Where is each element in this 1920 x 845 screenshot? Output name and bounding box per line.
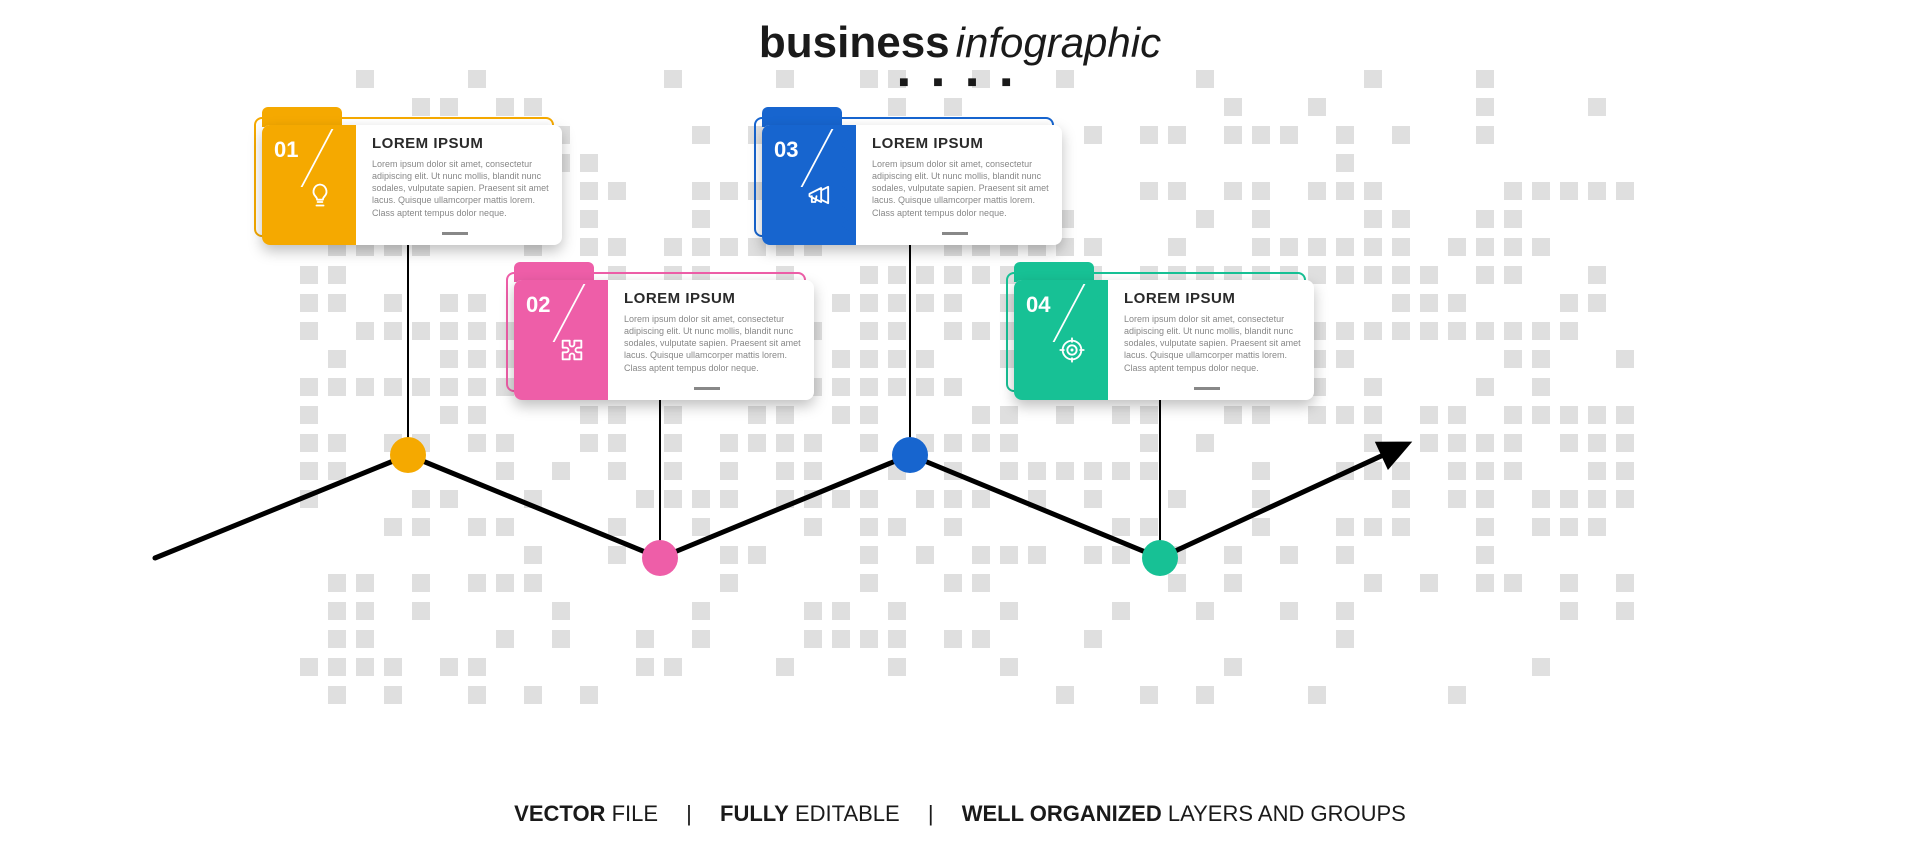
card-title: LOREM IPSUM bbox=[624, 290, 802, 307]
connector-c2 bbox=[659, 400, 661, 558]
card-panel: 03 LOREM IPSUM Lorem ipsum dolor sit ame… bbox=[762, 125, 1062, 245]
step-card-02: 02 LOREM IPSUM Lorem ipsum dolor sit ame… bbox=[514, 280, 814, 400]
puzzle-icon bbox=[558, 336, 588, 366]
card-body: Lorem ipsum dolor sit amet, consectetur … bbox=[872, 158, 1050, 219]
trend-node-n1 bbox=[390, 437, 426, 473]
card-panel: 02 LOREM IPSUM Lorem ipsum dolor sit ame… bbox=[514, 280, 814, 400]
target-icon bbox=[1058, 336, 1088, 366]
card-text: LOREM IPSUM Lorem ipsum dolor sit amet, … bbox=[1124, 290, 1302, 374]
step-card-03: 03 LOREM IPSUM Lorem ipsum dolor sit ame… bbox=[762, 125, 1062, 245]
num-slash bbox=[1054, 284, 1084, 342]
card-title: LOREM IPSUM bbox=[372, 135, 550, 152]
footer-text: VECTOR FILE | FULLY EDITABLE | WELL ORGA… bbox=[0, 801, 1920, 827]
card-title: LOREM IPSUM bbox=[872, 135, 1050, 152]
badge-zigzag bbox=[340, 125, 372, 245]
step-card-04: 04 LOREM IPSUM Lorem ipsum dolor sit ame… bbox=[1014, 280, 1314, 400]
card-panel: 04 LOREM IPSUM Lorem ipsum dolor sit ame… bbox=[1014, 280, 1314, 400]
trend-node-n4 bbox=[1142, 540, 1178, 576]
badge-zigzag bbox=[1092, 280, 1124, 400]
step-number: 04 bbox=[1026, 292, 1050, 318]
num-slash bbox=[802, 129, 832, 187]
card-title: LOREM IPSUM bbox=[1124, 290, 1302, 307]
lightbulb-icon bbox=[306, 181, 336, 211]
card-tab bbox=[762, 107, 842, 127]
trend-node-n2 bbox=[642, 540, 678, 576]
connector-c4 bbox=[1159, 400, 1161, 558]
card-tab bbox=[262, 107, 342, 127]
connector-c3 bbox=[909, 245, 911, 455]
step-number: 03 bbox=[774, 137, 798, 163]
card-tab bbox=[514, 262, 594, 282]
badge-zigzag bbox=[840, 125, 872, 245]
step-card-01: 01 LOREM IPSUM Lorem ipsum dolor sit ame… bbox=[262, 125, 562, 245]
footer-sep-1: | bbox=[686, 801, 692, 826]
footer-part-3-bold: WELL ORGANIZED bbox=[962, 801, 1162, 826]
card-underline bbox=[942, 232, 968, 235]
trend-node-n3 bbox=[892, 437, 928, 473]
card-panel: 01 LOREM IPSUM Lorem ipsum dolor sit ame… bbox=[262, 125, 562, 245]
step-number: 01 bbox=[274, 137, 298, 163]
card-underline bbox=[1194, 387, 1220, 390]
megaphone-icon bbox=[806, 181, 836, 211]
card-underline bbox=[442, 232, 468, 235]
num-slash bbox=[302, 129, 332, 187]
card-tab bbox=[1014, 262, 1094, 282]
step-number: 02 bbox=[526, 292, 550, 318]
footer-part-2: EDITABLE bbox=[789, 801, 900, 826]
footer-part-2-bold: FULLY bbox=[720, 801, 789, 826]
badge-zigzag bbox=[592, 280, 624, 400]
footer-part-1-bold: VECTOR bbox=[514, 801, 605, 826]
connector-c1 bbox=[407, 245, 409, 455]
card-body: Lorem ipsum dolor sit amet, consectetur … bbox=[372, 158, 550, 219]
card-text: LOREM IPSUM Lorem ipsum dolor sit amet, … bbox=[372, 135, 550, 219]
card-text: LOREM IPSUM Lorem ipsum dolor sit amet, … bbox=[624, 290, 802, 374]
card-body: Lorem ipsum dolor sit amet, consectetur … bbox=[1124, 313, 1302, 374]
card-text: LOREM IPSUM Lorem ipsum dolor sit amet, … bbox=[872, 135, 1050, 219]
card-underline bbox=[694, 387, 720, 390]
footer-sep-2: | bbox=[928, 801, 934, 826]
infographic-stage: businessinfographic ■ ■ ■ ■ 01 LOREM IPS… bbox=[0, 0, 1920, 845]
card-body: Lorem ipsum dolor sit amet, consectetur … bbox=[624, 313, 802, 374]
footer-part-1: FILE bbox=[605, 801, 658, 826]
footer-part-3: LAYERS AND GROUPS bbox=[1162, 801, 1406, 826]
num-slash bbox=[554, 284, 584, 342]
